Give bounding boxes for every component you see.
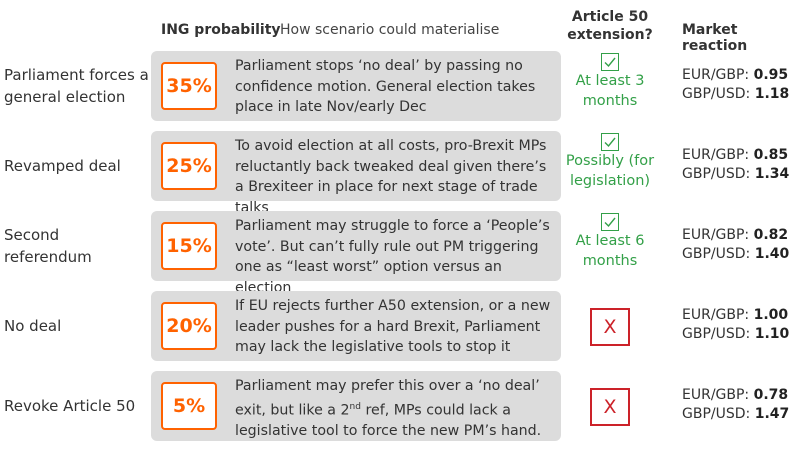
scenario-label: No deal — [4, 317, 62, 335]
cross-icon: X — [590, 308, 630, 346]
eurgbp-value: 0.78 — [753, 387, 789, 403]
probability-badge: 5% — [161, 382, 217, 430]
scenario-row: Second referendum 15% Parliament may str… — [0, 210, 800, 296]
market-reaction: EUR/GBP: 0.82 GBP/USD: 1.40 — [682, 226, 789, 264]
market-reaction: EUR/GBP: 0.95 GBP/USD: 1.18 — [682, 66, 789, 104]
scenario-description: To avoid election at all costs, pro-Brex… — [235, 138, 547, 216]
header-article50-line1: Article 50 — [571, 9, 649, 25]
market-reaction: EUR/GBP: 0.85 GBP/USD: 1.34 — [682, 146, 789, 184]
check-icon — [601, 53, 619, 71]
eurgbp-label: EUR/GBP: — [682, 147, 750, 163]
eurgbp-label: EUR/GBP: — [682, 227, 750, 243]
check-icon — [601, 133, 619, 151]
eurgbp-value: 0.85 — [753, 147, 789, 163]
scenario-row: No deal 20% If EU rejects further A50 ex… — [0, 290, 800, 370]
gbpusd-line: GBP/USD: 1.34 — [682, 165, 789, 184]
header-how: How scenario could materialise — [280, 22, 500, 38]
header-article50: Article 50 extension? — [562, 8, 658, 44]
gbpusd-value: 1.10 — [754, 326, 790, 342]
gbpusd-line: GBP/USD: 1.18 — [682, 85, 789, 104]
gbpusd-value: 1.40 — [754, 246, 790, 262]
eurgbp-value: 0.95 — [753, 67, 789, 83]
description-part: ref, MPs could lack a legislative tool t… — [235, 402, 542, 439]
header-article50-line2: extension? — [567, 27, 653, 43]
extension-cell: At least 6 months — [562, 210, 658, 282]
extension-cell: X — [562, 290, 658, 362]
probability-badge: 20% — [161, 302, 217, 350]
description-part: Parliament may prefer this over a ‘no de… — [235, 378, 540, 419]
gbpusd-value: 1.47 — [754, 406, 790, 422]
header-probability: ING probability — [161, 22, 281, 38]
check-icon — [601, 213, 619, 231]
scenario-card: 15% Parliament may struggle to force a ‘… — [151, 211, 561, 296]
extension-cell: At least 3 months — [562, 50, 658, 122]
scenario-label: Revamped deal — [4, 157, 121, 175]
scenario-label: Parliament forces a general election — [4, 66, 149, 106]
scenario-row: Revoke Article 50 5% Parliament may pref… — [0, 370, 800, 450]
probability-badge: 15% — [161, 222, 217, 270]
gbpusd-label: GBP/USD: — [682, 406, 751, 422]
eurgbp-line: EUR/GBP: 1.00 — [682, 306, 789, 325]
scenario-description: Parliament stops ‘no deal’ by passing no… — [235, 58, 536, 115]
scenario-description: Parliament may prefer this over a ‘no de… — [235, 376, 559, 441]
eurgbp-label: EUR/GBP: — [682, 387, 750, 403]
scenario-row: Revamped deal 25% To avoid election at a… — [0, 130, 800, 216]
gbpusd-line: GBP/USD: 1.40 — [682, 245, 789, 264]
gbpusd-label: GBP/USD: — [682, 86, 751, 102]
extension-text: At least 3 months — [575, 73, 645, 109]
extension-cell: Possibly (for legislation) — [562, 130, 658, 202]
extension-text: Possibly (for legislation) — [565, 153, 655, 189]
scenario-description: Parliament may struggle to force a ‘Peop… — [235, 218, 550, 296]
eurgbp-value: 0.82 — [753, 227, 789, 243]
scenario-card: 25% To avoid election at all costs, pro-… — [151, 131, 561, 216]
gbpusd-label: GBP/USD: — [682, 326, 751, 342]
market-reaction: EUR/GBP: 1.00 GBP/USD: 1.10 — [682, 306, 789, 344]
scenario-card: 5% Parliament may prefer this over a ‘no… — [151, 371, 561, 441]
scenario-description: If EU rejects further A50 extension, or … — [235, 298, 551, 355]
scenario-label: Second referendum — [4, 226, 92, 266]
eurgbp-label: EUR/GBP: — [682, 307, 750, 323]
eurgbp-value: 1.00 — [753, 307, 789, 323]
extension-cell: X — [562, 370, 658, 442]
eurgbp-line: EUR/GBP: 0.78 — [682, 386, 789, 405]
eurgbp-line: EUR/GBP: 0.85 — [682, 146, 789, 165]
gbpusd-line: GBP/USD: 1.10 — [682, 325, 789, 344]
gbpusd-value: 1.18 — [754, 86, 790, 102]
header-market: Market reaction — [682, 22, 748, 54]
eurgbp-line: EUR/GBP: 0.82 — [682, 226, 789, 245]
gbpusd-label: GBP/USD: — [682, 166, 751, 182]
gbpusd-label: GBP/USD: — [682, 246, 751, 262]
cross-icon: X — [590, 388, 630, 426]
eurgbp-line: EUR/GBP: 0.95 — [682, 66, 789, 85]
scenario-row: Parliament forces a general election 35%… — [0, 50, 800, 130]
scenario-card: 35% Parliament stops ‘no deal’ by passin… — [151, 51, 561, 121]
eurgbp-label: EUR/GBP: — [682, 67, 750, 83]
scenario-label: Revoke Article 50 — [4, 397, 136, 415]
gbpusd-line: GBP/USD: 1.47 — [682, 405, 789, 424]
probability-badge: 25% — [161, 142, 217, 190]
gbpusd-value: 1.34 — [754, 166, 790, 182]
scenario-card: 20% If EU rejects further A50 extension,… — [151, 291, 561, 361]
extension-text: At least 6 months — [575, 233, 645, 269]
ordinal-suffix: nd — [349, 401, 361, 412]
market-reaction: EUR/GBP: 0.78 GBP/USD: 1.47 — [682, 386, 789, 424]
probability-badge: 35% — [161, 62, 217, 110]
